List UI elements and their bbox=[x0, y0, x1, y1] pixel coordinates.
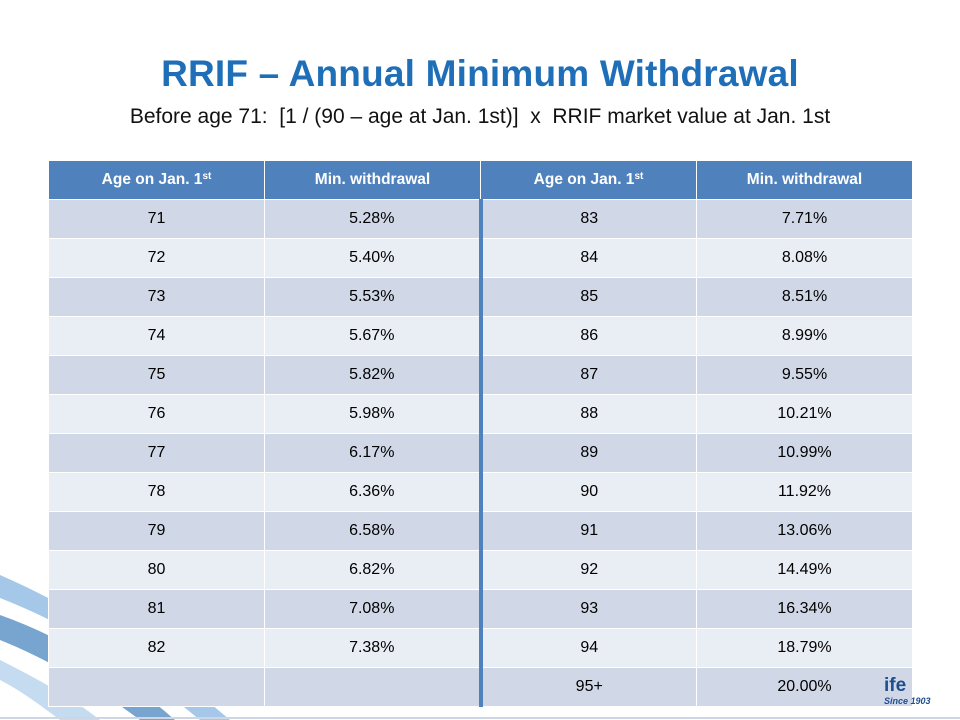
table-row: 78 6.36% 90 11.92% bbox=[48, 472, 913, 512]
table-row: 81 7.08% 93 16.34% bbox=[48, 589, 913, 629]
table-cell: 95+ bbox=[478, 667, 697, 707]
table-cell: 6.17% bbox=[264, 433, 481, 473]
table-cell: 90 bbox=[478, 472, 697, 512]
table-cell: 78 bbox=[48, 472, 265, 512]
table-cell: 5.53% bbox=[264, 277, 481, 317]
table-cell: 8.51% bbox=[696, 277, 913, 317]
slide-title: RRIF – Annual Minimum Withdrawal bbox=[161, 52, 799, 94]
table-cell: 84 bbox=[478, 238, 697, 278]
rrif-withdrawal-table: Age on Jan. 1st Min. withdrawal Age on Jan… bbox=[48, 160, 913, 707]
table-cell: 89 bbox=[478, 433, 697, 473]
logo-tagline: Since 1903 bbox=[884, 696, 931, 706]
logo-wordmark: ife bbox=[884, 675, 907, 696]
table-cell: 92 bbox=[478, 550, 697, 590]
footer-rule bbox=[0, 717, 960, 719]
table-row: 80 6.82% 92 14.49% bbox=[48, 550, 913, 590]
table-cell: 20.00% bbox=[696, 667, 913, 707]
table-cell: 87 bbox=[478, 355, 697, 395]
table-cell: 74 bbox=[48, 316, 265, 356]
table-cell: 7.38% bbox=[264, 628, 481, 668]
table-cell: 6.58% bbox=[264, 511, 481, 551]
table-cell: 83 bbox=[478, 199, 697, 239]
column-header-label: Min. withdrawal bbox=[746, 171, 863, 188]
table-cell: 72 bbox=[48, 238, 265, 278]
table-cell: 73 bbox=[48, 277, 265, 317]
column-header-label: Age on Jan. 1 bbox=[101, 171, 203, 188]
table-cell bbox=[48, 667, 265, 707]
table-cell: 86 bbox=[478, 316, 697, 356]
column-header: Age on Jan. 1st bbox=[48, 160, 265, 200]
table-cell: 14.49% bbox=[696, 550, 913, 590]
table-cell: 18.79% bbox=[696, 628, 913, 668]
table-row: 74 5.67% 86 8.99% bbox=[48, 316, 913, 356]
table-cell: 81 bbox=[48, 589, 265, 629]
table-header-row: Age on Jan. 1st Min. withdrawal Age on Jan… bbox=[48, 160, 913, 200]
column-header: Min. withdrawal bbox=[264, 160, 481, 200]
column-header: Min. withdrawal bbox=[696, 160, 913, 200]
table-cell: 79 bbox=[48, 511, 265, 551]
table-body: 71 5.28% 83 7.71% 72 5.40% 84 8.08% 73 5.53% 85 8.5… bbox=[48, 199, 913, 707]
table-cell: 5.82% bbox=[264, 355, 481, 395]
table-cell: 6.36% bbox=[264, 472, 481, 512]
table-cell: 82 bbox=[48, 628, 265, 668]
table-cell: 93 bbox=[478, 589, 697, 629]
table-cell: 8.08% bbox=[696, 238, 913, 278]
table-cell: 16.34% bbox=[696, 589, 913, 629]
column-header-superscript: st bbox=[202, 171, 212, 182]
table-row: 73 5.53% 85 8.51% bbox=[48, 277, 913, 317]
table-cell: 10.21% bbox=[696, 394, 913, 434]
table-cell: 76 bbox=[48, 394, 265, 434]
company-logo: ife Since 1903 bbox=[884, 676, 931, 706]
table-cell: 88 bbox=[478, 394, 697, 434]
table-cell: 11.92% bbox=[696, 472, 913, 512]
table-cell: 5.67% bbox=[264, 316, 481, 356]
table-row: 79 6.58% 91 13.06% bbox=[48, 511, 913, 551]
table-cell: 8.99% bbox=[696, 316, 913, 356]
table-row: 95+ 20.00% bbox=[48, 667, 913, 707]
column-header: Age on Jan. 1st bbox=[480, 160, 697, 200]
table-cell: 9.55% bbox=[696, 355, 913, 395]
formula-text: Before age 71: [1 / (90 – age at Jan. 1s… bbox=[129, 105, 831, 128]
table-row: 82 7.38% 94 18.79% bbox=[48, 628, 913, 668]
column-header-label: Min. withdrawal bbox=[314, 171, 431, 188]
table-cell: 80 bbox=[48, 550, 265, 590]
table-cell: 10.99% bbox=[696, 433, 913, 473]
table-cell: 13.06% bbox=[696, 511, 913, 551]
table-cell: 7.08% bbox=[264, 589, 481, 629]
table-cell: 94 bbox=[478, 628, 697, 668]
table-row: 71 5.28% 83 7.71% bbox=[48, 199, 913, 239]
table-cell: 6.82% bbox=[264, 550, 481, 590]
table-cell: 5.40% bbox=[264, 238, 481, 278]
table-row: 77 6.17% 89 10.99% bbox=[48, 433, 913, 473]
table-cell: 77 bbox=[48, 433, 265, 473]
table-cell: 75 bbox=[48, 355, 265, 395]
table-cell: 5.98% bbox=[264, 394, 481, 434]
column-header-label: Age on Jan. 1 bbox=[533, 171, 635, 188]
column-header-superscript: st bbox=[634, 171, 644, 182]
table-cell: 71 bbox=[48, 199, 265, 239]
table-cell: 91 bbox=[478, 511, 697, 551]
table-cell: 5.28% bbox=[264, 199, 481, 239]
table-row: 76 5.98% 88 10.21% bbox=[48, 394, 913, 434]
table-cell: 7.71% bbox=[696, 199, 913, 239]
table-cell: 85 bbox=[478, 277, 697, 317]
table-row: 75 5.82% 87 9.55% bbox=[48, 355, 913, 395]
table-cell bbox=[264, 667, 481, 707]
table-row: 72 5.40% 84 8.08% bbox=[48, 238, 913, 278]
